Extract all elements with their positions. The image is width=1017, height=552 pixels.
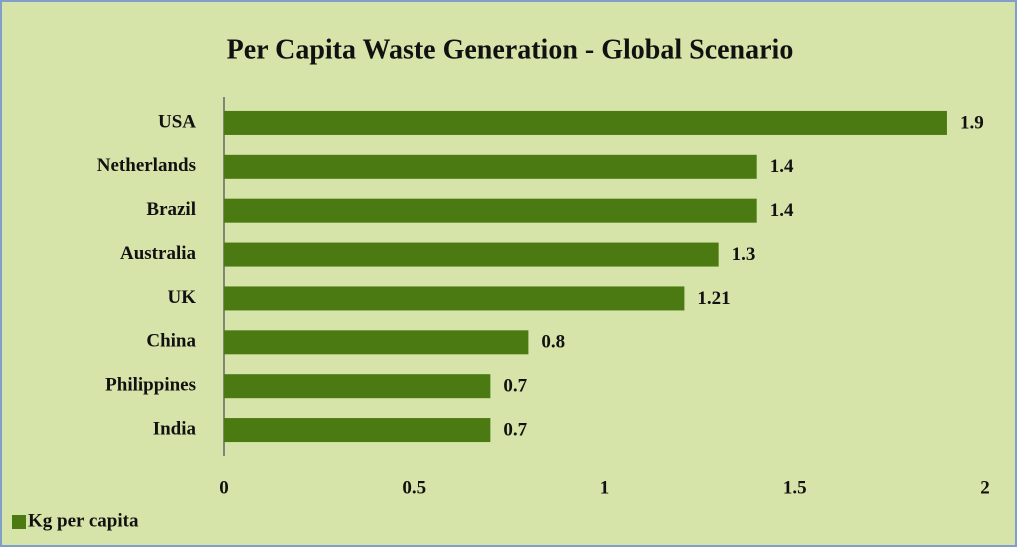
y-tick-label: India [153,418,197,439]
y-tick-label: UK [168,287,197,308]
value-label: 1.3 [732,244,756,265]
bar [224,374,491,399]
value-label: 0.8 [541,332,565,353]
value-label: 1.9 [960,112,984,133]
y-tick-label: Philippines [105,375,196,396]
bar [224,242,719,267]
bar [224,330,529,355]
bar [224,418,491,443]
chart-title: Per Capita Waste Generation - Global Sce… [227,34,794,65]
value-label: 0.7 [503,419,527,440]
x-tick-label: 2 [980,477,990,498]
y-tick-label: Brazil [146,199,196,220]
y-tick-label: China [146,331,196,352]
value-label: 1.4 [770,200,794,221]
x-tick-label: 1.5 [783,477,807,498]
y-tick-label: Netherlands [97,155,196,176]
value-label: 0.7 [503,376,527,397]
bar [224,154,757,179]
bar [224,110,947,135]
bar [224,286,685,311]
x-tick-label: 0 [219,477,229,498]
bar [224,198,757,223]
value-label: 1.4 [770,156,794,177]
y-tick-label: Australia [120,243,197,264]
x-tick-label: 1 [600,477,610,498]
x-tick-label: 0.5 [402,477,426,498]
legend-label: Kg per capita [28,510,139,531]
value-label: 1.21 [697,288,730,309]
legend-swatch [12,515,26,529]
y-tick-label: USA [158,111,196,132]
